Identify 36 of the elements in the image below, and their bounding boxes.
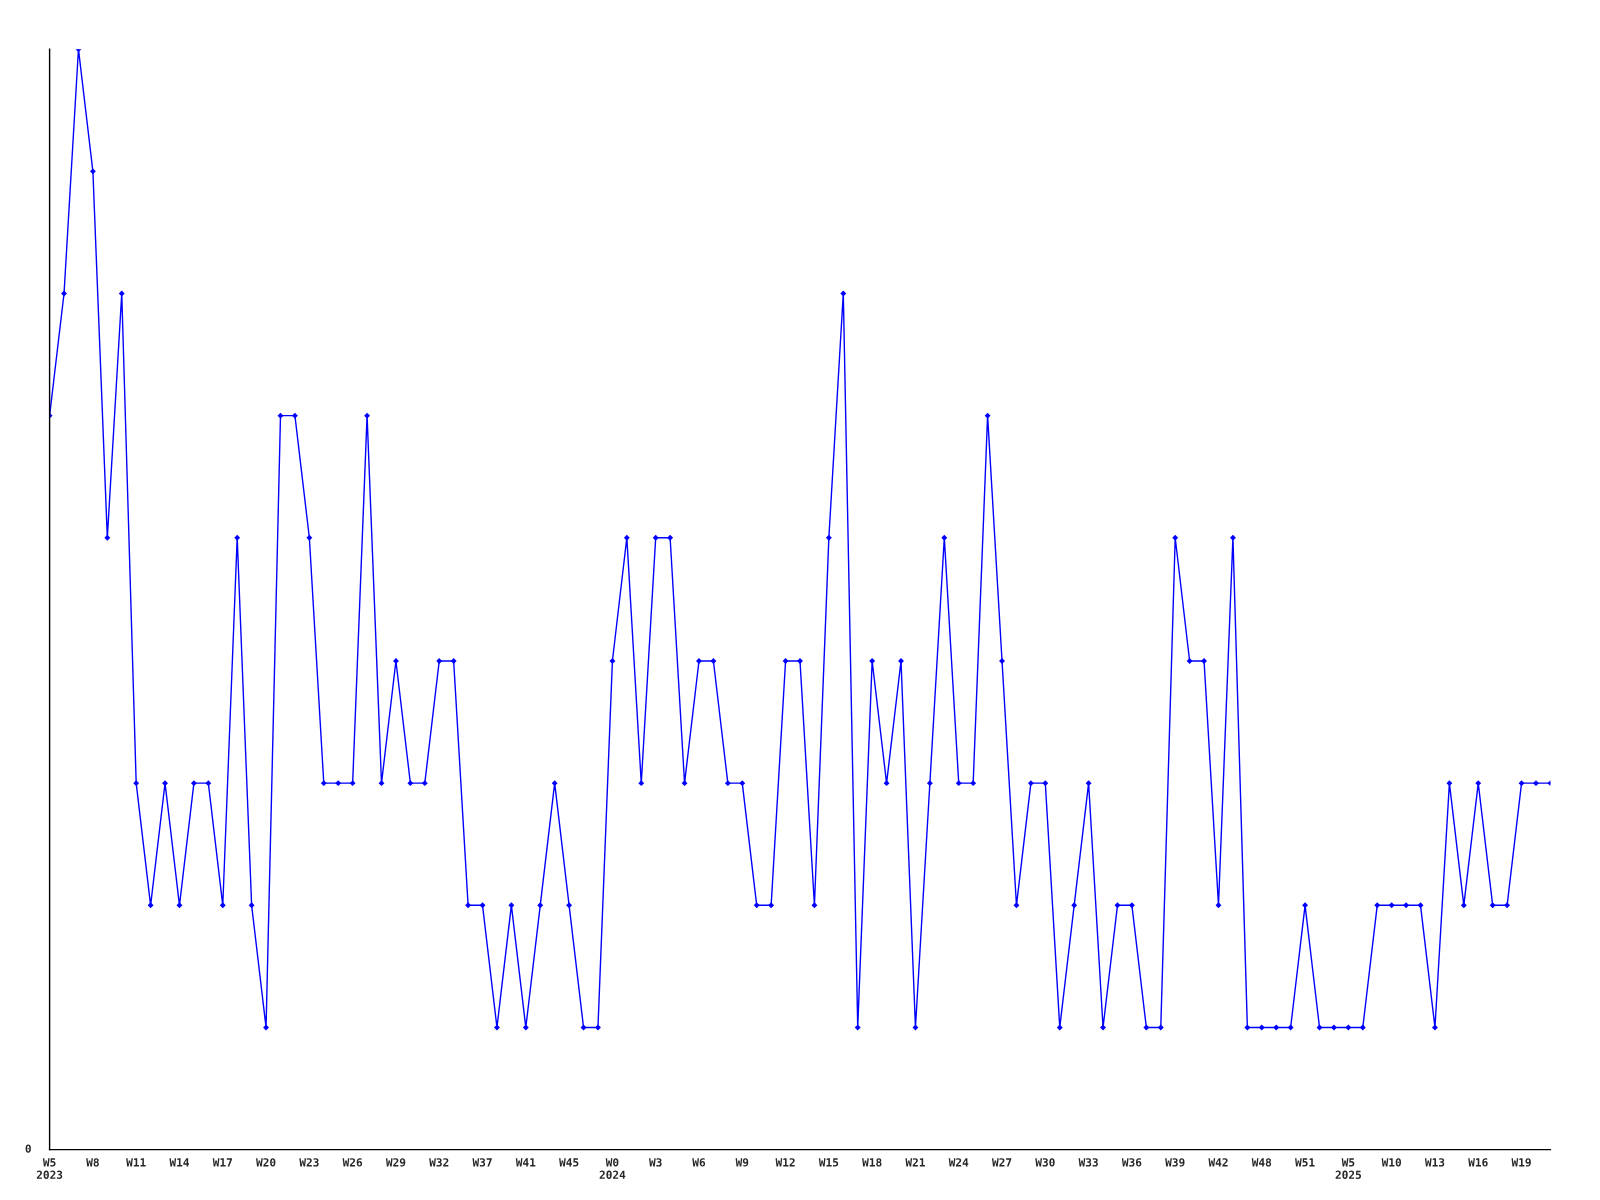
x-tick-label: W48 xyxy=(1251,1158,1272,1167)
x-tick-label: W11 xyxy=(126,1158,146,1167)
x-tick-label: W45 xyxy=(559,1158,579,1167)
x-tick-label: W29 xyxy=(385,1158,406,1167)
x-tick-label: W21 xyxy=(905,1158,925,1167)
x-tick-label: W33 xyxy=(1078,1158,1098,1167)
x-tick-label: W0 2024 xyxy=(599,1158,626,1179)
x-tick-label: W37 xyxy=(472,1158,492,1167)
x-tick-label: W23 xyxy=(299,1158,319,1167)
x-tick-label: W13 xyxy=(1424,1158,1445,1167)
x-tick-label: W15 xyxy=(818,1158,839,1167)
x-tick-label: W39 xyxy=(1165,1158,1185,1167)
x-tick-label: W32 xyxy=(429,1158,449,1167)
x-tick-label: W5 2023 xyxy=(36,1158,63,1179)
x-tick-label: W26 xyxy=(342,1158,363,1167)
x-tick-label: W30 xyxy=(1035,1158,1055,1167)
x-tick-label: W6 xyxy=(692,1158,706,1167)
x-tick-label: W10 xyxy=(1381,1158,1402,1167)
x-tick-label: W12 xyxy=(775,1158,795,1167)
x-tick-label: W17 xyxy=(212,1158,232,1167)
x-tick-label: W36 xyxy=(1121,1158,1142,1167)
x-tick-label: W20 xyxy=(256,1158,276,1167)
x-tick-label: W41 xyxy=(515,1158,536,1167)
x-tick-label: W18 xyxy=(862,1158,882,1167)
x-tick-label: W5 2025 xyxy=(1335,1158,1361,1179)
x-tick-label: W14 xyxy=(169,1158,190,1167)
x-tick-label: W8 xyxy=(86,1158,99,1167)
x-tick-label: W3 xyxy=(649,1158,662,1167)
text: 0 xyxy=(25,1144,31,1153)
x-tick-label: W51 xyxy=(1295,1158,1315,1167)
x-tick-label: W27 xyxy=(992,1158,1012,1167)
x-tick-label: W9 xyxy=(735,1158,749,1167)
x-tick-label: W24 xyxy=(948,1158,969,1167)
x-tick-label: W42 xyxy=(1208,1158,1228,1167)
x-tick-label: W19 xyxy=(1511,1158,1531,1167)
x-tick-label: W16 xyxy=(1468,1158,1488,1167)
